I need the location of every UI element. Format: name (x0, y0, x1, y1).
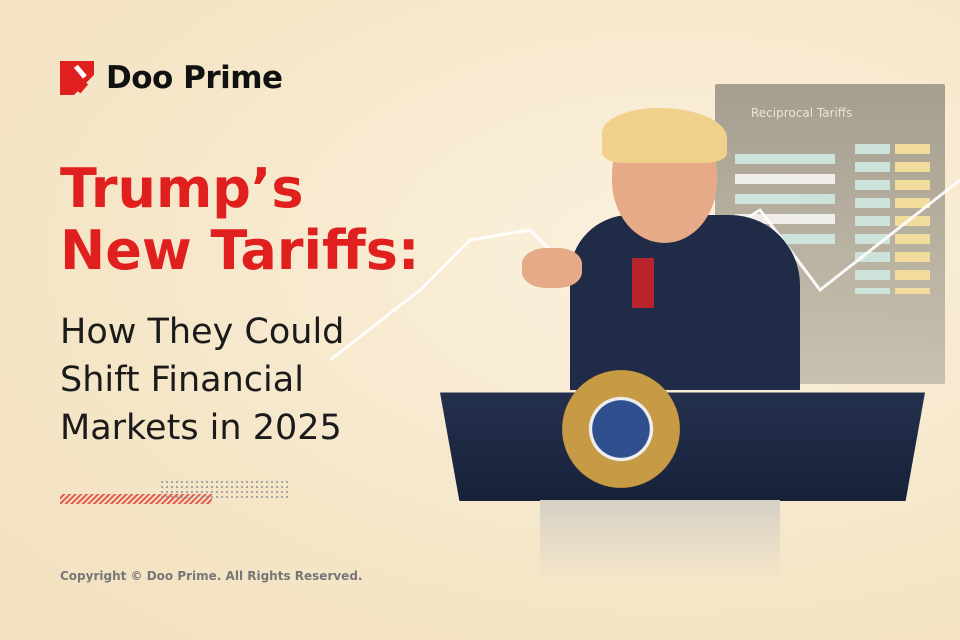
podium-base (540, 500, 780, 580)
board-title: Reciprocal Tariffs (751, 106, 853, 120)
headline-line-2: New Tariffs: (60, 219, 420, 282)
headline-main: Trump’s New Tariffs: (60, 158, 419, 282)
headline-line-4: Shift Financial (60, 360, 304, 400)
board-row (735, 214, 835, 224)
pointing-hand (522, 248, 582, 288)
headline-sub: How They Could Shift Financial Markets i… (60, 308, 344, 452)
headline-line-1: Trump’s (60, 157, 304, 220)
board-row (735, 234, 835, 244)
decorative-stripes (60, 480, 300, 514)
podium (440, 392, 925, 501)
headline-line-5: Markets in 2025 (60, 408, 342, 448)
logo: Doo Prime (60, 60, 283, 96)
headline-line-3: How They Could (60, 312, 345, 352)
board-column-charged (855, 144, 890, 294)
doo-prime-logo-icon (60, 61, 94, 95)
brand-name: Doo Prime (106, 60, 283, 96)
copyright-text: Copyright © Doo Prime. All Rights Reserv… (60, 569, 363, 583)
speaker-hair (602, 108, 727, 163)
board-row (735, 154, 835, 164)
board-row (735, 194, 835, 204)
board-row (735, 174, 835, 184)
presidential-seal-icon (562, 370, 680, 488)
speaker-figure (570, 215, 800, 390)
tie (632, 258, 654, 308)
